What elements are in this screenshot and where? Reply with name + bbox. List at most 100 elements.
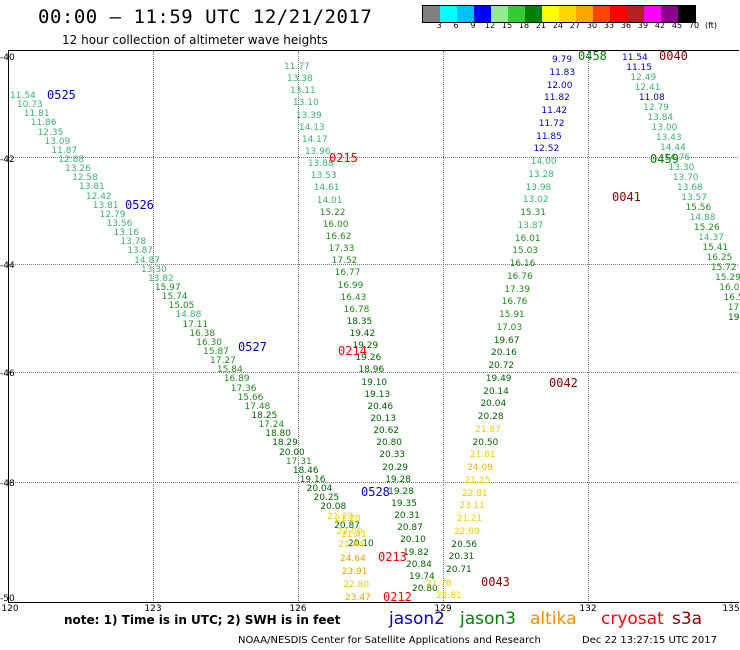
swh-value: 14.17: [301, 134, 328, 145]
swh-value: 13.09: [44, 136, 71, 147]
scale-swatch: [610, 6, 627, 22]
pass-time-label: 0213: [378, 550, 407, 564]
swh-value: 20.08: [320, 502, 347, 513]
pass-time-label: 0528: [361, 485, 390, 499]
swh-value: 20.04: [306, 484, 333, 495]
swh-value: 16.77: [334, 268, 361, 279]
swh-value: 19.82: [403, 547, 429, 558]
swh-value: 20.56: [451, 539, 478, 550]
swh-value: 11.54: [10, 91, 36, 101]
pass-time-label: 0041: [612, 190, 641, 204]
scale-swatch: [474, 6, 491, 22]
scale-label: 12: [484, 21, 496, 30]
swh-value: 16.30: [196, 337, 222, 348]
swh-value: 15.22: [319, 207, 346, 218]
swh-value: 14.88: [689, 213, 716, 223]
scale-swatch: [508, 6, 525, 22]
swh-value: 20.46: [367, 401, 394, 412]
swh-value: 9.79: [552, 55, 573, 65]
grid-line-horizontal: [9, 157, 738, 158]
swh-value: 13.98: [525, 182, 552, 193]
swh-value: 20.25: [313, 493, 340, 504]
swh-value: 16.38: [189, 328, 216, 339]
swh-value: 21.29: [327, 511, 354, 522]
swh-value: 13.57: [681, 193, 707, 203]
swh-value: 17.11: [182, 319, 209, 330]
scale-label: 33: [603, 21, 615, 30]
scale-swatch: [678, 6, 695, 22]
swh-value: 24.09: [467, 463, 493, 473]
swh-value: 15.26: [693, 223, 720, 233]
grid-line-horizontal: [9, 372, 738, 373]
swh-value: 12.49: [630, 73, 657, 83]
scale-label: 6: [453, 21, 459, 30]
swh-value: 15.56: [685, 203, 712, 213]
pass-time-label: 0214: [338, 344, 367, 358]
swh-value: 14.61: [313, 183, 340, 194]
pass-time-label: 0042: [549, 376, 578, 390]
pass-time-label: 0043: [481, 575, 510, 589]
swh-value: 16.99: [337, 280, 364, 291]
scale-label: 27: [569, 21, 581, 30]
swh-value: 17.33: [328, 244, 355, 255]
swh-value: 13.11: [289, 86, 316, 97]
wave-height-color-scale: [422, 5, 696, 23]
swh-value: 21.78: [426, 579, 452, 589]
scale-label: 45: [671, 21, 683, 30]
swh-value: 15.66: [237, 392, 264, 403]
swh-value: 16.62: [325, 231, 352, 242]
swh-value: 14.88: [175, 310, 202, 321]
swh-value: 21.28: [335, 514, 361, 524]
swh-value: 22.81: [461, 488, 488, 499]
swh-value: 16.76: [506, 271, 533, 282]
longitude-label: 120: [1, 604, 19, 614]
scale-swatch: [661, 6, 678, 22]
swh-value: 15.97: [154, 283, 181, 293]
swh-value: 13.02: [522, 195, 549, 206]
longitude-label: 123: [144, 604, 162, 614]
swh-value: 10.73: [16, 100, 43, 111]
swh-value: 16.25: [706, 253, 733, 263]
swh-value: 13.00: [651, 123, 678, 133]
swh-value: 20.29: [382, 462, 408, 473]
longitude-label: 135: [722, 604, 740, 614]
pass-time-label: 0526: [125, 198, 154, 212]
pass-time-label: 0212: [383, 590, 412, 604]
swh-value: 13.56: [106, 219, 133, 229]
swh-value: 13.82: [147, 273, 174, 284]
swh-value: 20.10: [348, 539, 374, 549]
swh-value: 11.42: [541, 106, 568, 116]
swh-value: 11.08: [638, 93, 665, 103]
scale-label: 15: [501, 21, 513, 30]
swh-value: 21.25: [464, 475, 491, 486]
swh-value: 12.79: [643, 103, 669, 113]
swh-value: 20.28: [477, 412, 504, 422]
swh-value: 12.58: [72, 173, 98, 184]
swh-value: 19.28: [385, 474, 411, 485]
swh-value: 17.03: [496, 322, 523, 333]
satellite-legend-item: cryosat: [601, 609, 664, 629]
pass-time-label: 0525: [47, 88, 76, 102]
swh-value: 19.28: [388, 486, 414, 497]
swh-value: 11.72: [538, 118, 565, 129]
swh-value: 13.81: [78, 182, 105, 193]
swh-value: 12.41: [634, 83, 661, 93]
swh-value: 23.47: [345, 593, 371, 603]
swh-value: 18.80: [265, 429, 291, 440]
scale-swatch: [491, 6, 508, 22]
note-text: note: 1) Time is in UTC; 2) SWH is in fe…: [64, 613, 341, 627]
footer-credit: NOAA/NESDIS Center for Satellite Applica…: [238, 635, 541, 646]
pass-time-label: 0459: [650, 152, 679, 166]
swh-value: 14.00: [530, 157, 557, 167]
swh-value: 21.41: [341, 529, 367, 540]
swh-value: 17.27: [210, 356, 236, 367]
pass-time-label: 0215: [329, 151, 358, 165]
swh-value: 15.31: [520, 208, 546, 218]
swh-value: 17.24: [258, 420, 285, 431]
swh-value: 21.21: [456, 514, 483, 524]
scale-swatch: [542, 6, 559, 22]
latitude-label: -50: [0, 594, 15, 604]
swh-value: 23.91: [341, 566, 368, 577]
latitude-label: -42: [0, 155, 15, 165]
